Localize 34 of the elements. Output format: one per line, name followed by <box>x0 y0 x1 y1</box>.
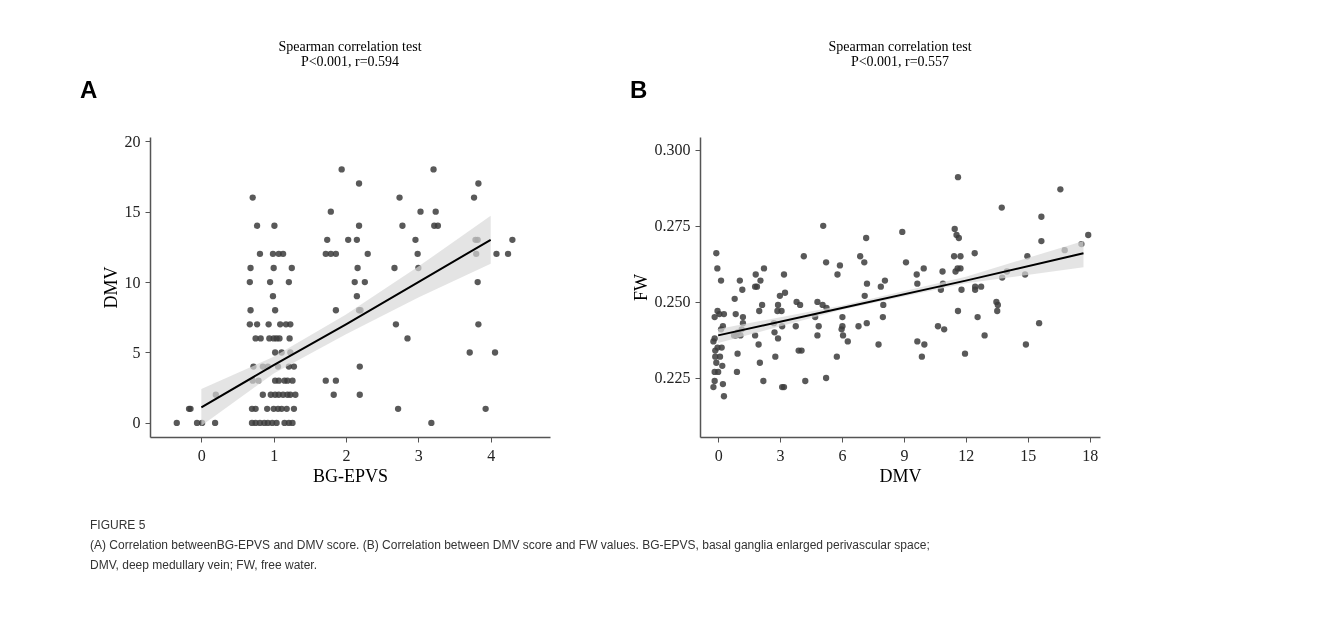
x-tick-label: 4 <box>487 446 496 464</box>
y-tick-label: 15 <box>124 203 141 221</box>
y-tick-label: 0 <box>132 414 141 432</box>
x-tick-label: 1 <box>270 446 279 464</box>
x-tick-label: 9 <box>900 446 909 464</box>
line-series <box>200 238 492 409</box>
x-axis-title: DMV <box>879 465 922 486</box>
text: A <box>80 76 98 103</box>
x-tick-label: 18 <box>1082 446 1099 464</box>
x-tick-label: 15 <box>1020 446 1037 464</box>
y-tick-label: 5 <box>132 343 141 361</box>
x-tick-label: 6 <box>838 446 847 464</box>
y-tick-label: 0.250 <box>654 293 691 311</box>
x-tick-label: 0 <box>197 446 206 464</box>
chart-subtitle: P<0.001, r=0.594 <box>300 54 400 69</box>
chart-title: Spearman correlation test <box>828 39 972 54</box>
x-tick-label: 12 <box>958 446 975 464</box>
x-tick-label: 3 <box>414 446 423 464</box>
y-tick-label: 0.275 <box>654 217 691 235</box>
caption: FIGURE 5 <box>90 518 146 532</box>
chart-title: Spearman correlation test <box>278 39 422 54</box>
y-axis-title: FW <box>630 273 651 301</box>
text: B <box>630 76 648 103</box>
y-tick-label: 0.225 <box>654 369 691 387</box>
y-axis-title: DMV <box>100 266 121 309</box>
x-tick-label: 0 <box>714 446 723 464</box>
chart-subtitle: P<0.001, r=0.557 <box>850 54 950 69</box>
x-tick-label: 3 <box>776 446 785 464</box>
y-tick-label: 20 <box>124 132 141 150</box>
x-axis-title: BG-EPVS <box>312 465 389 486</box>
text: (A) Correlation betweenBG-EPVS and DMV score. (B) Correlation between DMV score and FW values. BG-EPVS, basal ganglia enlarged perivascular space; DMV, deep medullary vein; FW, free water. <box>90 538 930 572</box>
y-tick-label: 10 <box>124 273 141 291</box>
x-tick-label: 2 <box>342 446 351 464</box>
y-tick-label: 0.300 <box>654 141 691 159</box>
